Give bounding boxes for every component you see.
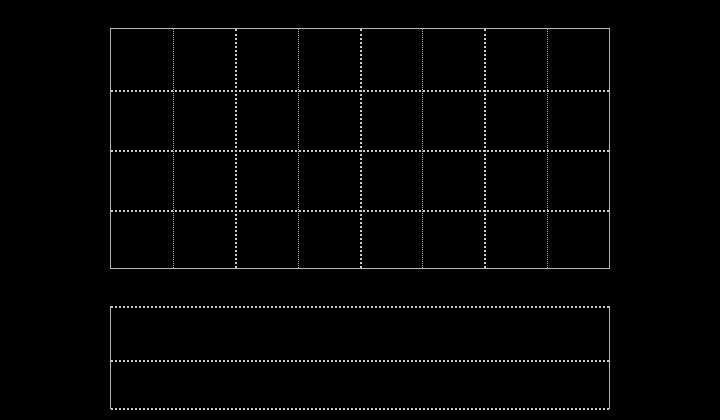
main-plot-axes[interactable] — [110, 28, 610, 269]
main-plot-surface[interactable] — [111, 29, 609, 268]
lower-plot-axes[interactable] — [110, 306, 610, 410]
lower-plot-surface[interactable] — [111, 306, 609, 409]
